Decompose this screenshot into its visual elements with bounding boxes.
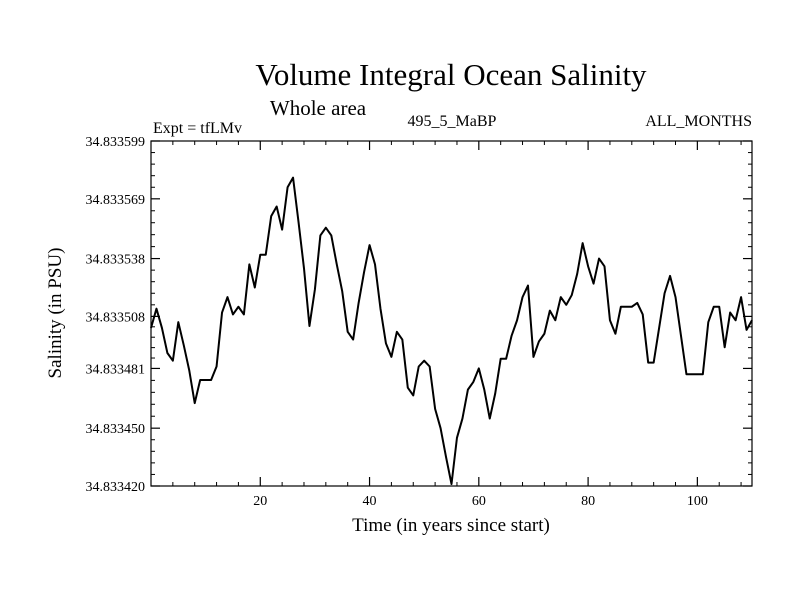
x-tick-label: 20 [253,494,267,509]
plot-frame [150,140,753,487]
y-tick-label: 34.833481 [86,362,146,377]
y-tick-label: 34.833508 [86,310,146,325]
header-center: 495_5_MaBP [408,113,497,130]
x-tick-label: 60 [472,494,486,509]
chart-title: Volume Integral Ocean Salinity [255,57,647,92]
chart-subtitle: Whole area [270,96,367,120]
y-tick-label: 34.833538 [86,253,146,268]
x-axis: 20 40 60 80 100 [172,141,742,509]
salinity-series-line [150,176,753,486]
x-axis-label: Time (in years since start) [352,515,550,536]
y-tick-label: 34.833599 [86,135,146,150]
y-tick-label: 34.833420 [86,480,146,495]
header-right: ALL_MONTHS [645,113,752,130]
x-tick-label: 80 [581,494,595,509]
y-axis: 34.833420 34.833450 34.833481 34.833508 34.8… [86,135,752,495]
y-tick-label: 34.833569 [86,193,146,208]
y-axis-label: Salinity (in PSU) [45,248,66,379]
x-tick-label: 40 [363,494,377,509]
y-tick-label: 34.833450 [86,422,146,437]
header-left: Expt = tfLMv [153,120,242,137]
x-tick-label: 100 [687,494,708,509]
